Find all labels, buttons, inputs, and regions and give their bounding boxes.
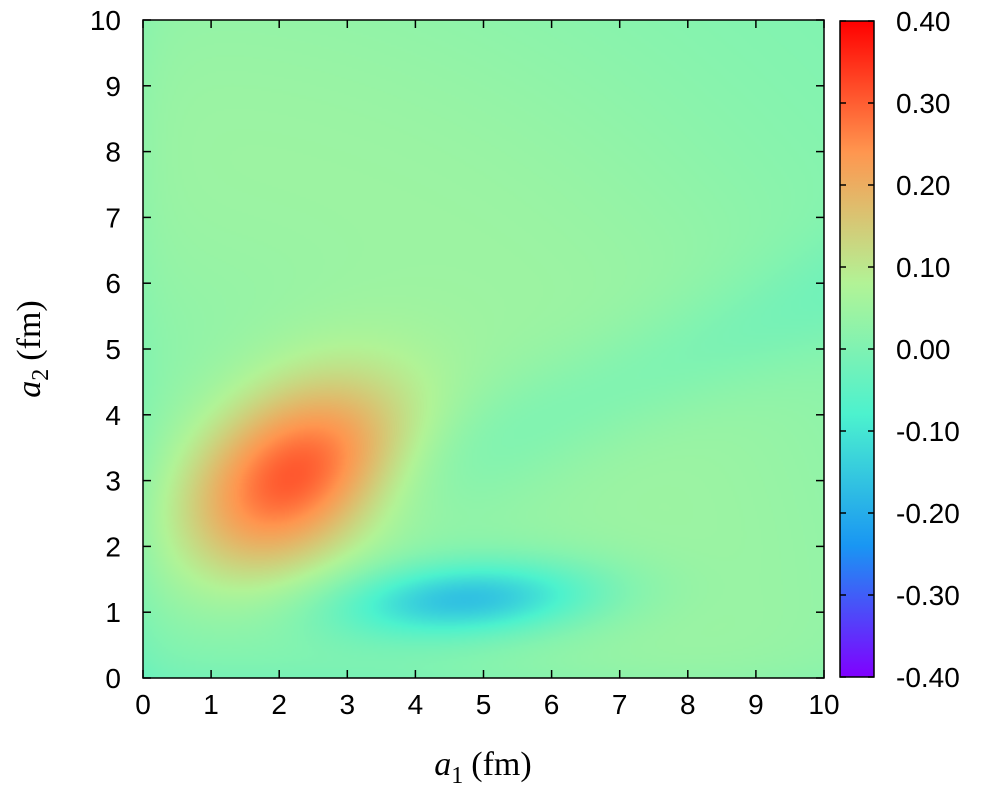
colorbar-ticks: 0.40 0.30 0.20 0.10 0.00 -0.10 -0.20 -0.30 -0.40 bbox=[840, 6, 960, 693]
y-tick-label: 4 bbox=[105, 400, 121, 431]
y-tick-label: 6 bbox=[105, 268, 121, 299]
y-tick-label: 7 bbox=[105, 202, 121, 233]
y-axis-label-symbol: a bbox=[11, 381, 48, 398]
y-axis-label-group: a2 (fm) bbox=[11, 300, 54, 397]
x-axis-ticks: 0 1 2 3 4 5 6 7 8 9 10 bbox=[135, 20, 840, 720]
colorbar-tick-label: -0.10 bbox=[896, 416, 960, 447]
x-tick-label: 6 bbox=[544, 689, 560, 720]
x-tick-label: 1 bbox=[203, 689, 219, 720]
x-tick-label: 3 bbox=[340, 689, 356, 720]
colorbar-tick-label: 0.10 bbox=[896, 252, 951, 283]
colorbar-tick-label: -0.20 bbox=[896, 498, 960, 529]
y-tick-label: 9 bbox=[105, 71, 121, 102]
heatmap-surface bbox=[143, 20, 824, 678]
x-tick-label: 9 bbox=[748, 689, 764, 720]
y-axis-label-subscript: 2 bbox=[28, 369, 54, 381]
x-axis-label-subscript: 1 bbox=[451, 763, 463, 789]
colorbar-tick-label: -0.30 bbox=[896, 580, 960, 611]
y-axis-ticks: 0 1 2 3 4 5 6 7 8 9 10 bbox=[90, 5, 824, 694]
colorbar-tick-label: 0.40 bbox=[896, 6, 951, 37]
y-tick-label: 1 bbox=[105, 597, 121, 628]
x-tick-label: 2 bbox=[271, 689, 287, 720]
colorbar-tick-label: 0.00 bbox=[896, 334, 951, 365]
colorbar-tick-label: 0.20 bbox=[896, 170, 951, 201]
y-tick-label: 8 bbox=[105, 137, 121, 168]
colorbar-tick-label: -0.40 bbox=[896, 662, 960, 693]
x-axis-label-symbol: a bbox=[434, 746, 451, 783]
y-tick-label: 0 bbox=[105, 663, 121, 694]
x-tick-label: 8 bbox=[680, 689, 696, 720]
colorbar-tick-label: 0.30 bbox=[896, 88, 951, 119]
y-axis-label-unit: (fm) bbox=[11, 300, 48, 360]
x-tick-label: 10 bbox=[808, 689, 839, 720]
x-tick-label: 7 bbox=[612, 689, 628, 720]
y-tick-label: 2 bbox=[105, 531, 121, 562]
y-axis-label: a2 (fm) bbox=[11, 300, 54, 397]
y-tick-label: 5 bbox=[105, 334, 121, 365]
x-axis-label: a1 (fm) bbox=[434, 746, 531, 789]
y-tick-label: 3 bbox=[105, 466, 121, 497]
x-tick-label: 5 bbox=[476, 689, 492, 720]
x-tick-label: 4 bbox=[408, 689, 424, 720]
y-tick-label: 10 bbox=[90, 5, 121, 36]
x-axis-label-unit: (fm) bbox=[471, 746, 531, 783]
x-tick-label: 0 bbox=[135, 689, 151, 720]
